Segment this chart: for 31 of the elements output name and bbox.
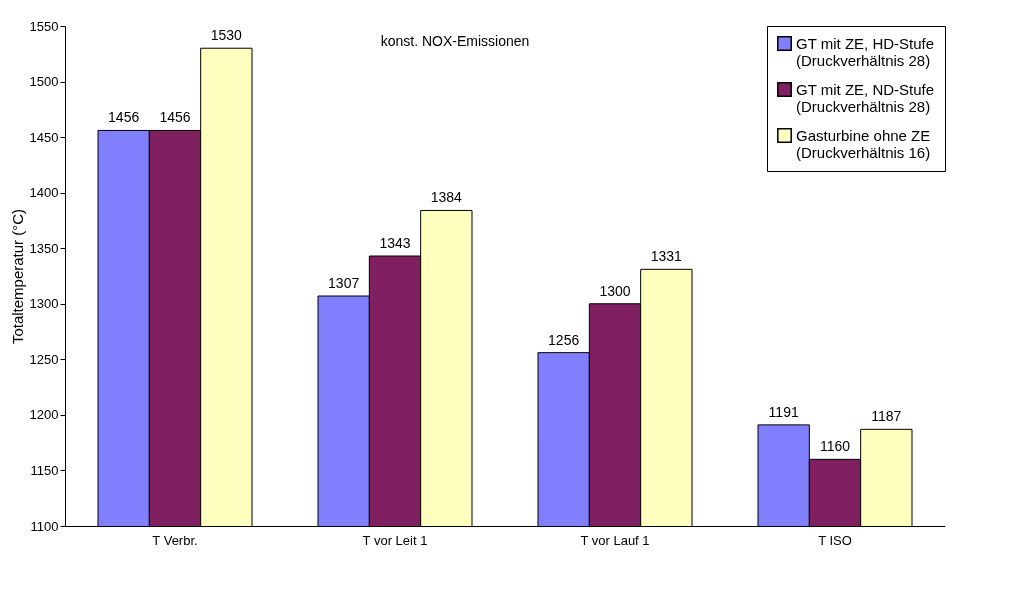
data-label: 1300 bbox=[599, 282, 631, 299]
data-label: 1456 bbox=[108, 109, 140, 126]
data-label: 1256 bbox=[548, 331, 580, 348]
y-tick-label: 1250 bbox=[29, 351, 59, 367]
data-label: 1307 bbox=[328, 275, 360, 291]
data-label: 1331 bbox=[650, 248, 683, 265]
annotation: konst. NOX-Emissionen bbox=[380, 33, 530, 49]
legend-label: GT mit ZE, HD-Stufe (Druckverhältnis 28) bbox=[796, 34, 935, 69]
data-label: 1187 bbox=[871, 408, 902, 425]
x-tick-label: T vor Leit 1 bbox=[362, 532, 428, 548]
y-tick-label: 1400 bbox=[29, 185, 59, 201]
y-tick-label: 1200 bbox=[29, 407, 59, 423]
y-tick-label: 1500 bbox=[29, 74, 59, 90]
y-tick-label: 1450 bbox=[29, 129, 59, 145]
legend-label: Gasturbine ohne ZE (Druckverhältnis 16) bbox=[796, 126, 931, 161]
data-label: 1384 bbox=[430, 189, 463, 206]
data-label: 1343 bbox=[379, 235, 411, 251]
y-tick-label: 1550 bbox=[29, 18, 59, 34]
y-tick-label: 1100 bbox=[30, 518, 59, 534]
y-tick-label: 1300 bbox=[29, 296, 59, 312]
data-label: 1191 bbox=[768, 403, 799, 420]
y-tick-label: 1150 bbox=[30, 462, 59, 478]
data-label: 1456 bbox=[159, 109, 191, 126]
legend-label: GT mit ZE, ND-Stufe (Druckverhältnis 28) bbox=[796, 80, 935, 115]
y-axis-title: Totaltemperatur (°C) bbox=[8, 208, 26, 345]
x-tick-label: T Verbr. bbox=[152, 532, 198, 548]
x-tick-label: T ISO bbox=[818, 532, 852, 548]
y-tick-label: 1350 bbox=[29, 240, 59, 256]
data-label: 1160 bbox=[819, 438, 851, 455]
x-tick-label: T vor Lauf 1 bbox=[580, 532, 650, 548]
data-label: 1530 bbox=[210, 27, 243, 44]
